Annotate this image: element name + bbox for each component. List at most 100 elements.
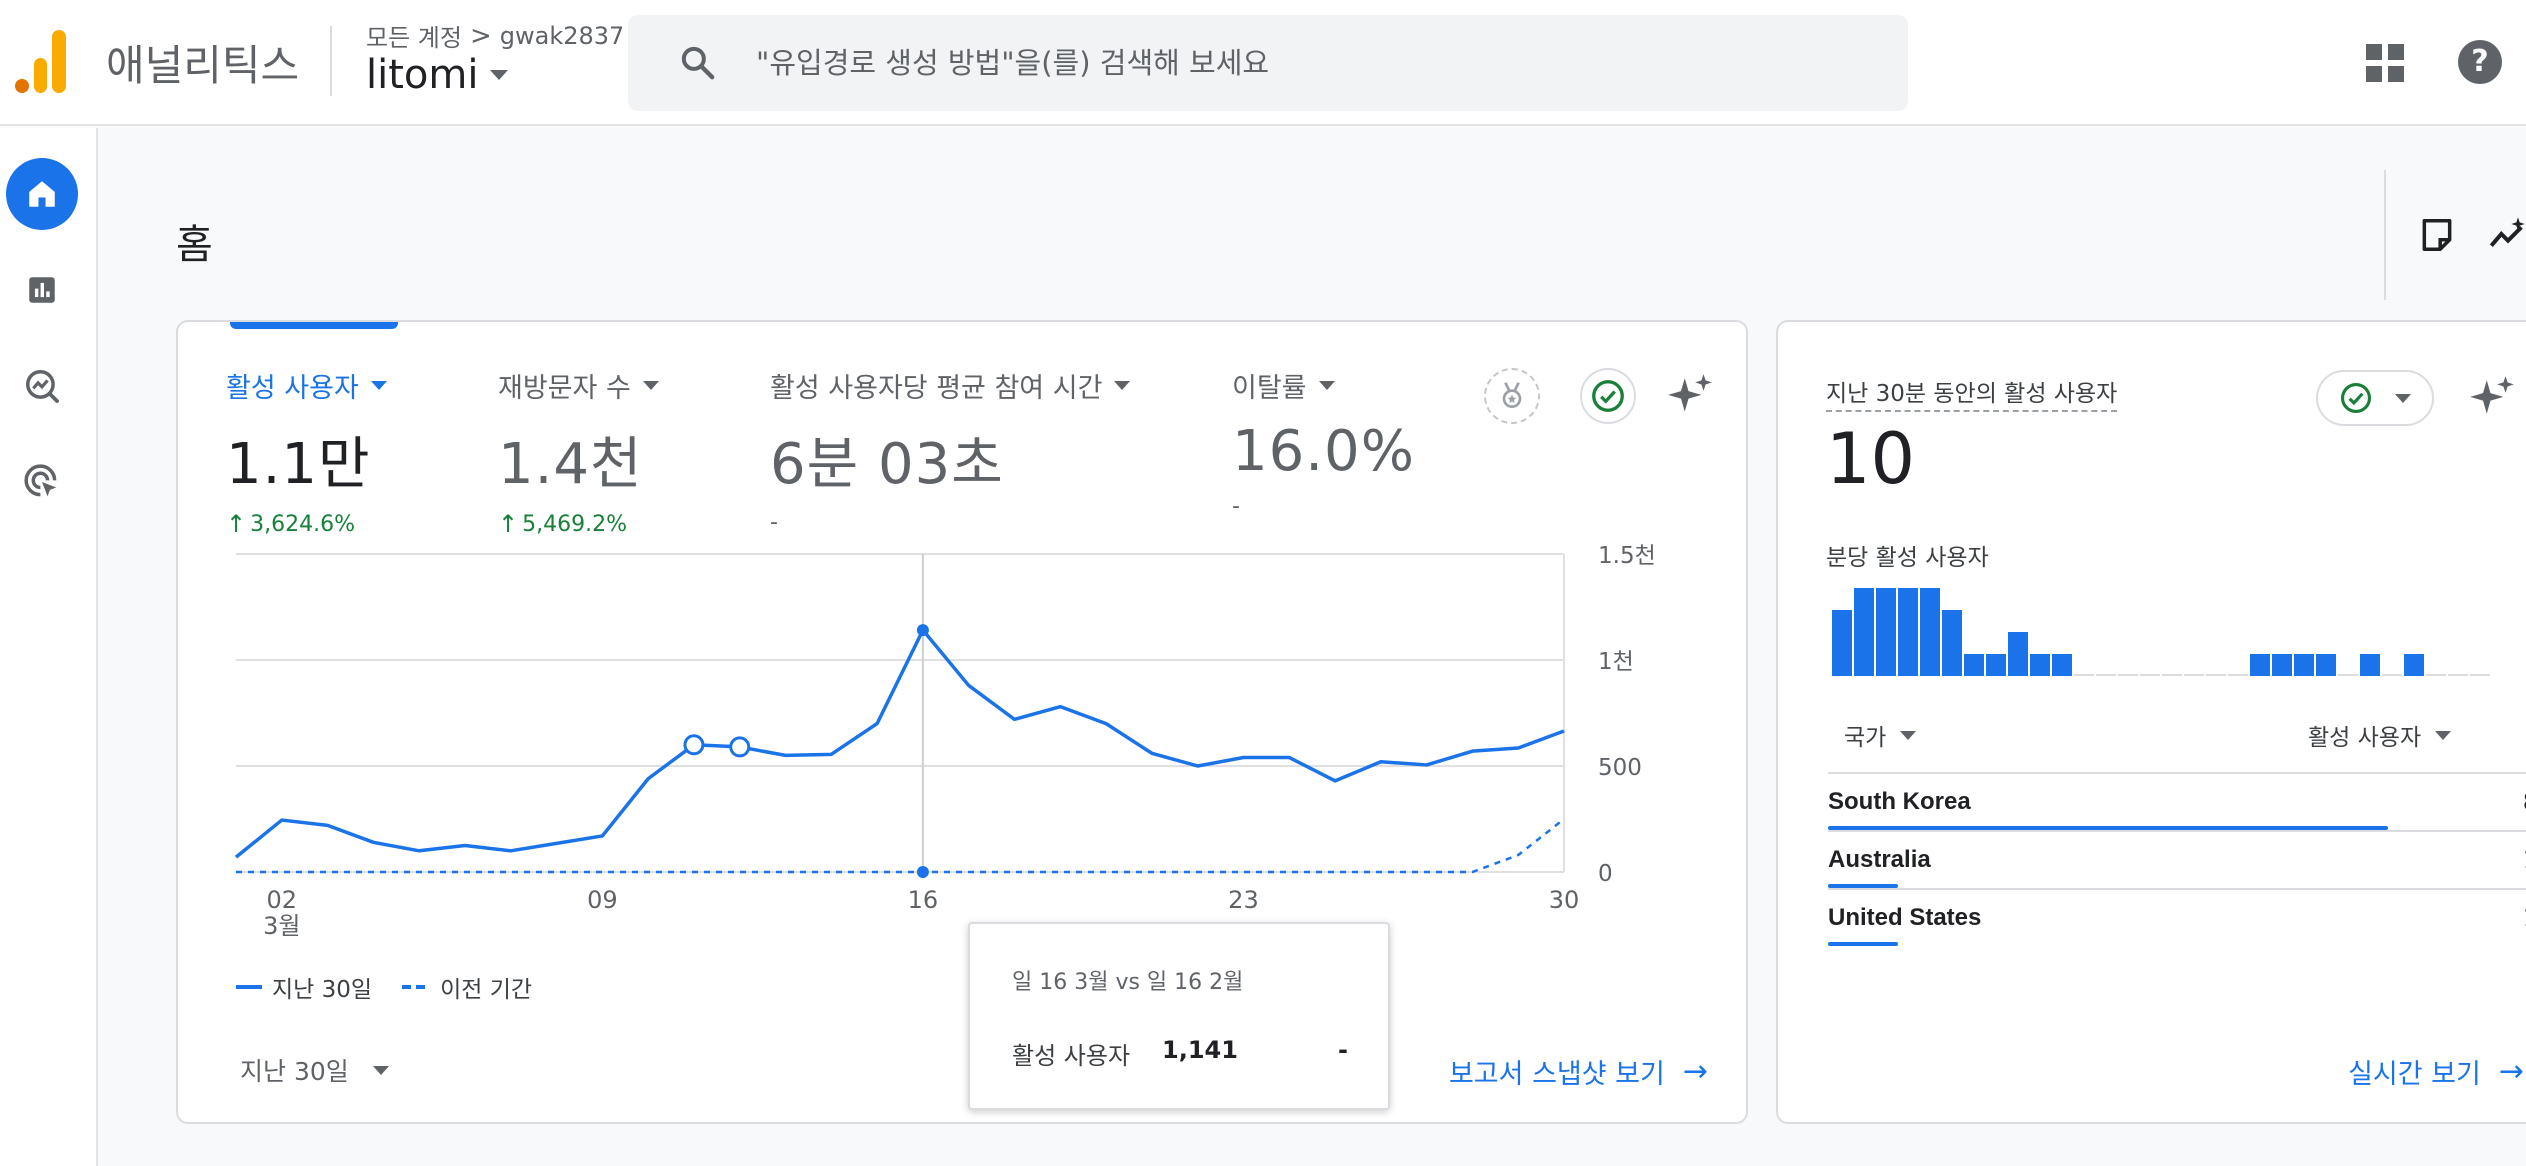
metric-tab-engagement-time[interactable]: 활성 사용자당 평균 참여 시간 6분 03초 - — [770, 366, 1131, 535]
sparkle-icon[interactable] — [1666, 372, 1716, 422]
header-divider — [330, 26, 332, 96]
metric-value: 1.1만 — [226, 432, 371, 497]
metric-change: - — [1232, 494, 1240, 519]
caret-down-icon — [1114, 381, 1131, 390]
property-selector[interactable]: litomi — [366, 52, 509, 98]
realtime-value: 10 — [1826, 418, 1916, 500]
per-minute-bar — [2096, 674, 2116, 676]
insights-icon[interactable] — [2488, 214, 2526, 254]
caret-down-icon — [642, 381, 659, 390]
x-tick-label: 02 — [267, 886, 298, 914]
x-month-label: 3월 — [263, 912, 300, 940]
realtime-title[interactable]: 지난 30분 동안의 활성 사용자 — [1826, 374, 2118, 412]
per-minute-bar — [2338, 674, 2358, 676]
per-minute-bar — [2206, 674, 2226, 676]
per-minute-bar — [2118, 674, 2138, 676]
metric-label: 재방문자 수 — [498, 373, 631, 404]
search-icon — [681, 46, 715, 80]
users-column-selector[interactable]: 활성 사용자 — [2308, 718, 2452, 752]
per-minute-bar — [2162, 674, 2182, 676]
share-bar — [1828, 942, 1898, 946]
search-input[interactable] — [756, 15, 1856, 111]
note-icon[interactable] — [2418, 216, 2456, 254]
medal-icon[interactable] — [1484, 368, 1540, 424]
arrow-right-icon: → — [1682, 1054, 1708, 1089]
active-users-line-chart[interactable]: 0 500 1천 1.5천 02 09 16 23 30 3월 — [178, 522, 1748, 942]
home-icon — [29, 181, 55, 207]
view-realtime-link[interactable]: 실시간 보기 → — [2348, 1052, 2526, 1091]
report-link-label: 보고서 스냅샷 보기 — [1448, 1059, 1665, 1090]
country-name: South Korea — [1828, 788, 1971, 815]
user-count: 8 — [2523, 788, 2526, 816]
breadcrumb-root[interactable]: 모든 계정 — [366, 24, 462, 52]
highlight-point-previous — [916, 866, 929, 878]
date-range-label: 지난 30일 — [240, 1057, 349, 1086]
metric-value: 1.4천 — [498, 432, 643, 497]
metric-label: 이탈률 — [1232, 373, 1307, 404]
table-row[interactable]: Australia 1 — [1828, 830, 2526, 888]
active-tab-indicator — [230, 322, 398, 329]
metric-tab-active-users[interactable]: 활성 사용자 1.1만 ↑ 3,624.6% — [226, 366, 387, 538]
table-row[interactable]: United States 1 — [1828, 888, 2526, 946]
per-minute-bar-chart[interactable] — [1832, 584, 2492, 676]
date-range-selector[interactable]: 지난 30일 — [240, 1052, 389, 1088]
country-name: Australia — [1828, 846, 1931, 873]
per-minute-bar — [2008, 632, 2028, 676]
per-minute-bar — [1964, 654, 1984, 676]
analytics-logo-icon[interactable] — [14, 30, 70, 96]
per-minute-bar — [2228, 674, 2248, 676]
nav-home-button[interactable] — [6, 158, 78, 230]
bar-chart-icon — [29, 277, 55, 303]
per-minute-bar — [1876, 588, 1896, 676]
nav-reports-button[interactable] — [6, 254, 78, 326]
share-bar — [1828, 826, 2388, 830]
breadcrumb[interactable]: 모든 계정 > gwak2837 — [366, 18, 624, 53]
nav-advertising-button[interactable] — [6, 446, 78, 518]
metric-tab-returning-users[interactable]: 재방문자 수 1.4천 ↑ 5,469.2% — [498, 366, 659, 538]
x-tick-label: 30 — [1549, 886, 1580, 914]
country-name: United States — [1828, 904, 1982, 931]
legend-solid-swatch — [236, 985, 262, 989]
legend-previous: 이전 기간 — [402, 970, 532, 1004]
apps-grid-icon[interactable] — [2366, 44, 2404, 82]
page-title: 홈 — [176, 222, 213, 268]
check-status-icon — [2340, 382, 2372, 414]
metric-tab-bounce-rate[interactable]: 이탈률 16.0% - — [1232, 366, 1415, 519]
per-minute-bar — [2360, 654, 2380, 676]
chart-legend: 지난 30일 이전 기간 — [236, 970, 532, 1004]
toolbar-divider — [2384, 170, 2386, 300]
y-tick-label: 1천 — [1598, 649, 1634, 675]
per-minute-bar — [2272, 654, 2292, 676]
per-minute-bar — [1854, 588, 1874, 676]
metric-change: - — [770, 510, 778, 535]
per-minute-bar — [2052, 654, 2072, 676]
realtime-status-dropdown[interactable] — [2316, 370, 2434, 426]
breadcrumb-account[interactable]: gwak2837 — [499, 21, 625, 50]
caret-down-icon — [370, 381, 387, 390]
caret-down-icon — [1900, 730, 1917, 740]
arrow-up-icon: ↑ — [498, 510, 519, 538]
user-count: 1 — [2523, 904, 2526, 932]
caret-down-icon — [2435, 730, 2452, 740]
metric-value: 6분 03초 — [770, 432, 1004, 497]
property-name: litomi — [366, 52, 479, 98]
per-minute-bar — [2294, 654, 2314, 676]
per-minute-bar — [2030, 654, 2050, 676]
view-report-snapshot-link[interactable]: 보고서 스냅샷 보기 → — [1449, 1052, 1708, 1091]
chart-tooltip: 일 16 3월 vs 일 16 2월 활성 사용자 1,141 - — [968, 922, 1390, 1110]
metric-label: 활성 사용자당 평균 참여 시간 — [770, 373, 1103, 404]
country-column-selector[interactable]: 국가 — [1844, 718, 1917, 752]
per-minute-bar — [2404, 654, 2424, 676]
y-tick-label: 1.5천 — [1598, 543, 1656, 569]
search-bar[interactable] — [628, 15, 1908, 111]
chevron-right-icon: > — [469, 20, 492, 51]
anomaly-marker — [683, 734, 705, 756]
sparkle-icon[interactable] — [2468, 374, 2518, 424]
help-icon[interactable]: ? — [2458, 40, 2502, 84]
caret-down-icon — [372, 1065, 389, 1075]
app-name: 애널리틱스 — [106, 41, 300, 90]
per-minute-bar — [1898, 588, 1918, 676]
table-row[interactable]: South Korea 8 — [1828, 772, 2526, 830]
nav-explore-button[interactable] — [6, 350, 78, 422]
check-status-icon[interactable] — [1580, 368, 1636, 424]
